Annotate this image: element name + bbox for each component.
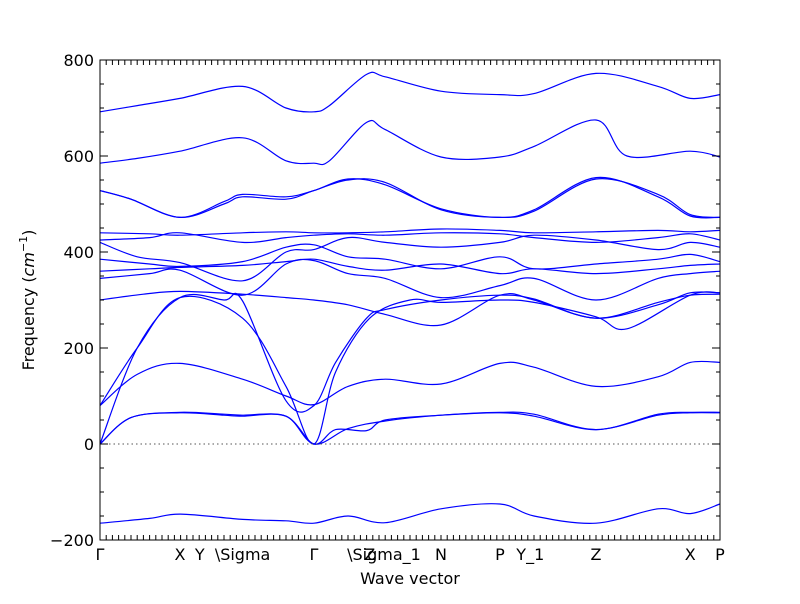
q-point-label: Γ — [309, 545, 318, 564]
band-11 — [99, 234, 721, 282]
band-7 — [99, 290, 721, 327]
band-5 — [99, 292, 721, 445]
y-tick-label: 200 — [63, 339, 94, 358]
y-tick-label: 0 — [84, 435, 94, 454]
phonon-bands — [99, 71, 721, 524]
q-point-label: \Sigma_1 — [347, 545, 421, 565]
q-point-label: Y_1 — [515, 545, 544, 565]
band-4 — [99, 360, 721, 407]
y-axis-label-exponent: −1 — [17, 236, 30, 252]
q-point-label: Z — [364, 545, 375, 564]
y-tick-label: 400 — [63, 243, 94, 262]
band-17 — [99, 71, 721, 113]
q-point-label: X — [685, 545, 696, 564]
band-16 — [99, 119, 721, 166]
q-point-label: Y — [194, 545, 205, 564]
x-axis-label: Wave vector — [360, 569, 460, 588]
y-axis-label-unit: cm — [19, 252, 38, 276]
x-axis: Γ X Y \Sigma Γ Z\Sigma_1 N P Y_1 Z X P — [96, 60, 725, 565]
q-point-label: Z — [591, 545, 602, 564]
band-12 — [99, 232, 721, 244]
q-point-label: P — [495, 545, 505, 564]
band-3 — [99, 411, 721, 445]
q-point-label: N — [435, 545, 447, 564]
band-13 — [99, 228, 721, 236]
q-point-label: P — [715, 545, 725, 564]
y-tick-label: 800 — [63, 51, 94, 70]
band-14 — [99, 177, 721, 219]
y-tick-label: 600 — [63, 147, 94, 166]
q-point-label: \Sigma — [215, 545, 271, 564]
q-point-label: Γ — [96, 545, 105, 564]
y-axis-label: Frequency (cm−1) — [17, 230, 38, 371]
y-axis-label-text: Frequency ( — [19, 276, 38, 370]
band-1 — [99, 503, 721, 524]
band-6 — [99, 291, 721, 445]
q-point-label: X — [174, 545, 185, 564]
band-10 — [99, 243, 721, 270]
band-9 — [99, 258, 721, 275]
y-axis: −200 0 200 400 600 800 — [50, 51, 720, 550]
y-tick-label: −200 — [50, 531, 94, 550]
band-15 — [99, 176, 721, 219]
y-axis-label-close: ) — [19, 230, 38, 236]
band-8 — [99, 258, 721, 301]
